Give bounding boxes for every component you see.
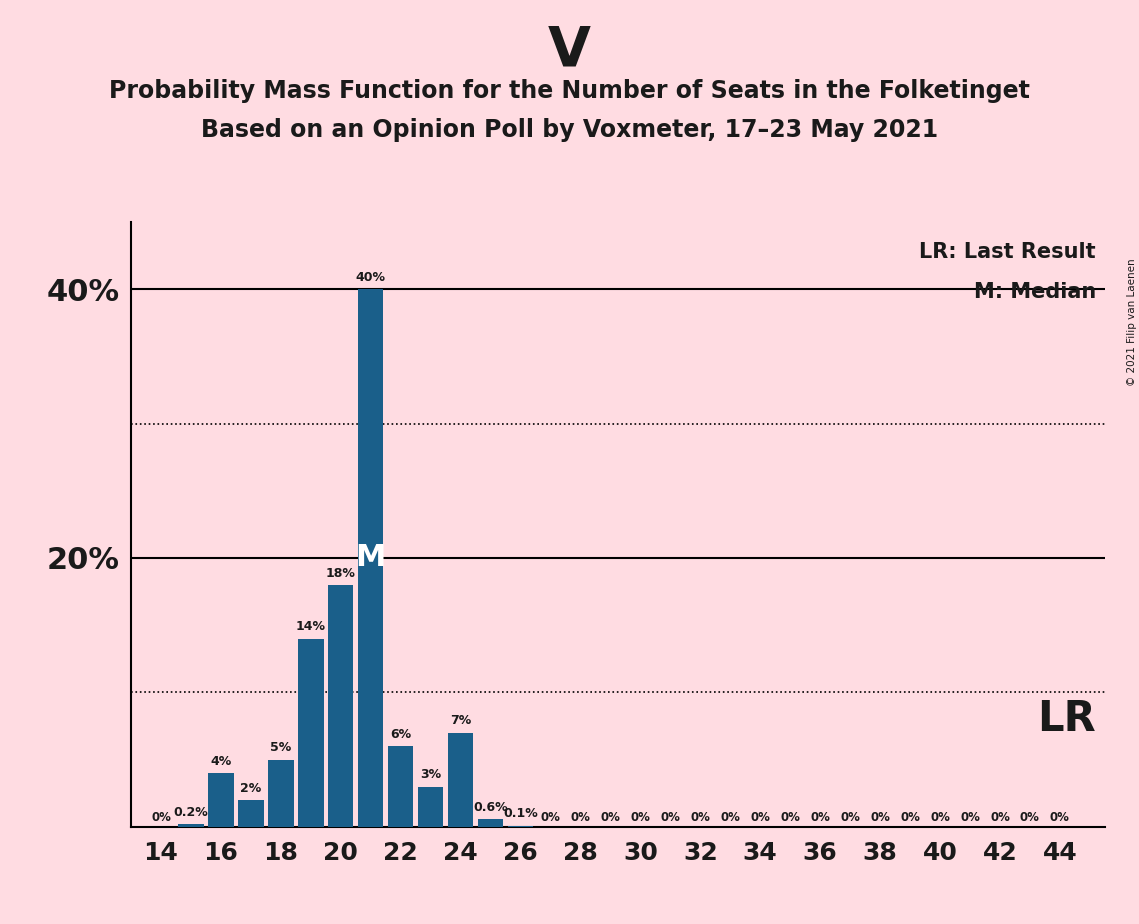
Text: © 2021 Filip van Laenen: © 2021 Filip van Laenen	[1126, 259, 1137, 386]
Text: 0.1%: 0.1%	[503, 808, 538, 821]
Text: 0%: 0%	[541, 810, 560, 823]
Bar	[358, 289, 384, 827]
Text: 0%: 0%	[900, 810, 920, 823]
Bar	[178, 824, 204, 827]
Text: 0%: 0%	[751, 810, 770, 823]
Bar	[328, 585, 353, 827]
Text: Probability Mass Function for the Number of Seats in the Folketinget: Probability Mass Function for the Number…	[109, 79, 1030, 103]
Text: 0%: 0%	[990, 810, 1010, 823]
Bar	[238, 800, 263, 827]
Text: 4%: 4%	[211, 755, 231, 768]
Text: 18%: 18%	[326, 566, 355, 579]
Text: 0%: 0%	[631, 810, 650, 823]
Text: 14%: 14%	[296, 620, 326, 633]
Bar	[448, 733, 474, 827]
Text: 40%: 40%	[355, 271, 386, 284]
Text: 0.6%: 0.6%	[473, 800, 508, 813]
Text: 0%: 0%	[810, 810, 830, 823]
Bar	[388, 747, 413, 827]
Text: 0%: 0%	[780, 810, 800, 823]
Text: LR: Last Result: LR: Last Result	[919, 242, 1096, 261]
Text: V: V	[548, 23, 591, 77]
Text: 0%: 0%	[600, 810, 621, 823]
Text: Based on an Opinion Poll by Voxmeter, 17–23 May 2021: Based on an Opinion Poll by Voxmeter, 17…	[200, 118, 939, 142]
Text: 0.2%: 0.2%	[173, 806, 208, 819]
Text: 5%: 5%	[270, 741, 292, 754]
Text: 0%: 0%	[870, 810, 890, 823]
Text: M: M	[355, 543, 386, 573]
Text: 7%: 7%	[450, 714, 472, 727]
Text: 0%: 0%	[720, 810, 740, 823]
Text: 0%: 0%	[1021, 810, 1040, 823]
Text: 0%: 0%	[841, 810, 860, 823]
Bar	[478, 819, 503, 827]
Text: 3%: 3%	[420, 768, 441, 782]
Text: 0%: 0%	[661, 810, 680, 823]
Text: 0%: 0%	[571, 810, 590, 823]
Text: 6%: 6%	[390, 728, 411, 741]
Text: 2%: 2%	[240, 782, 262, 795]
Text: 0%: 0%	[1050, 810, 1070, 823]
Text: M: Median: M: Median	[974, 283, 1096, 302]
Text: LR: LR	[1038, 699, 1096, 740]
Text: 0%: 0%	[931, 810, 950, 823]
Bar	[298, 638, 323, 827]
Bar	[208, 773, 233, 827]
Bar	[268, 760, 294, 827]
Text: 0%: 0%	[960, 810, 980, 823]
Bar	[418, 786, 443, 827]
Text: 0%: 0%	[151, 810, 171, 823]
Text: 0%: 0%	[690, 810, 711, 823]
Bar	[508, 826, 533, 827]
